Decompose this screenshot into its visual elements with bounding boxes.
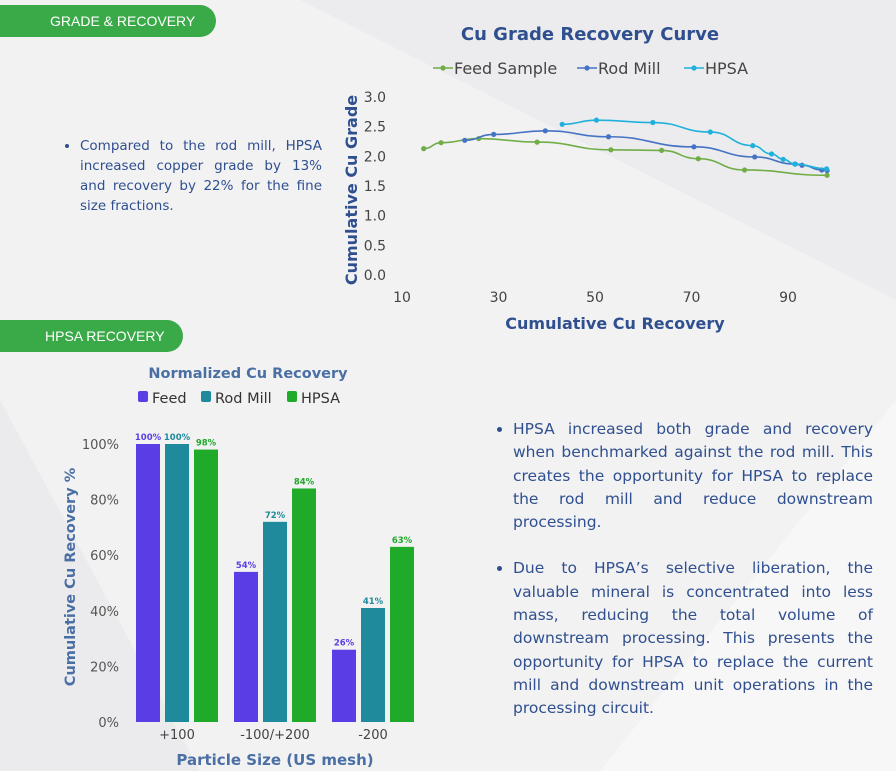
bullet-item: Due to HPSA’s selective liberation, the … xyxy=(513,557,873,720)
section-label-text: HPSA RECOVERY xyxy=(45,328,165,344)
detail-bullet-list: HPSA increased both grade and recovery w… xyxy=(495,418,873,744)
summary-bullet-list: Compared to the rod mill, HPSA increased… xyxy=(62,136,322,216)
section-label-grade-recovery: GRADE & RECOVERY xyxy=(0,5,216,37)
bullet-item: Compared to the rod mill, HPSA increased… xyxy=(80,136,322,216)
section-label-text: GRADE & RECOVERY xyxy=(50,13,196,29)
section-label-hpsa-recovery: HPSA RECOVERY xyxy=(0,320,183,352)
bullet-item: HPSA increased both grade and recovery w… xyxy=(513,418,873,534)
